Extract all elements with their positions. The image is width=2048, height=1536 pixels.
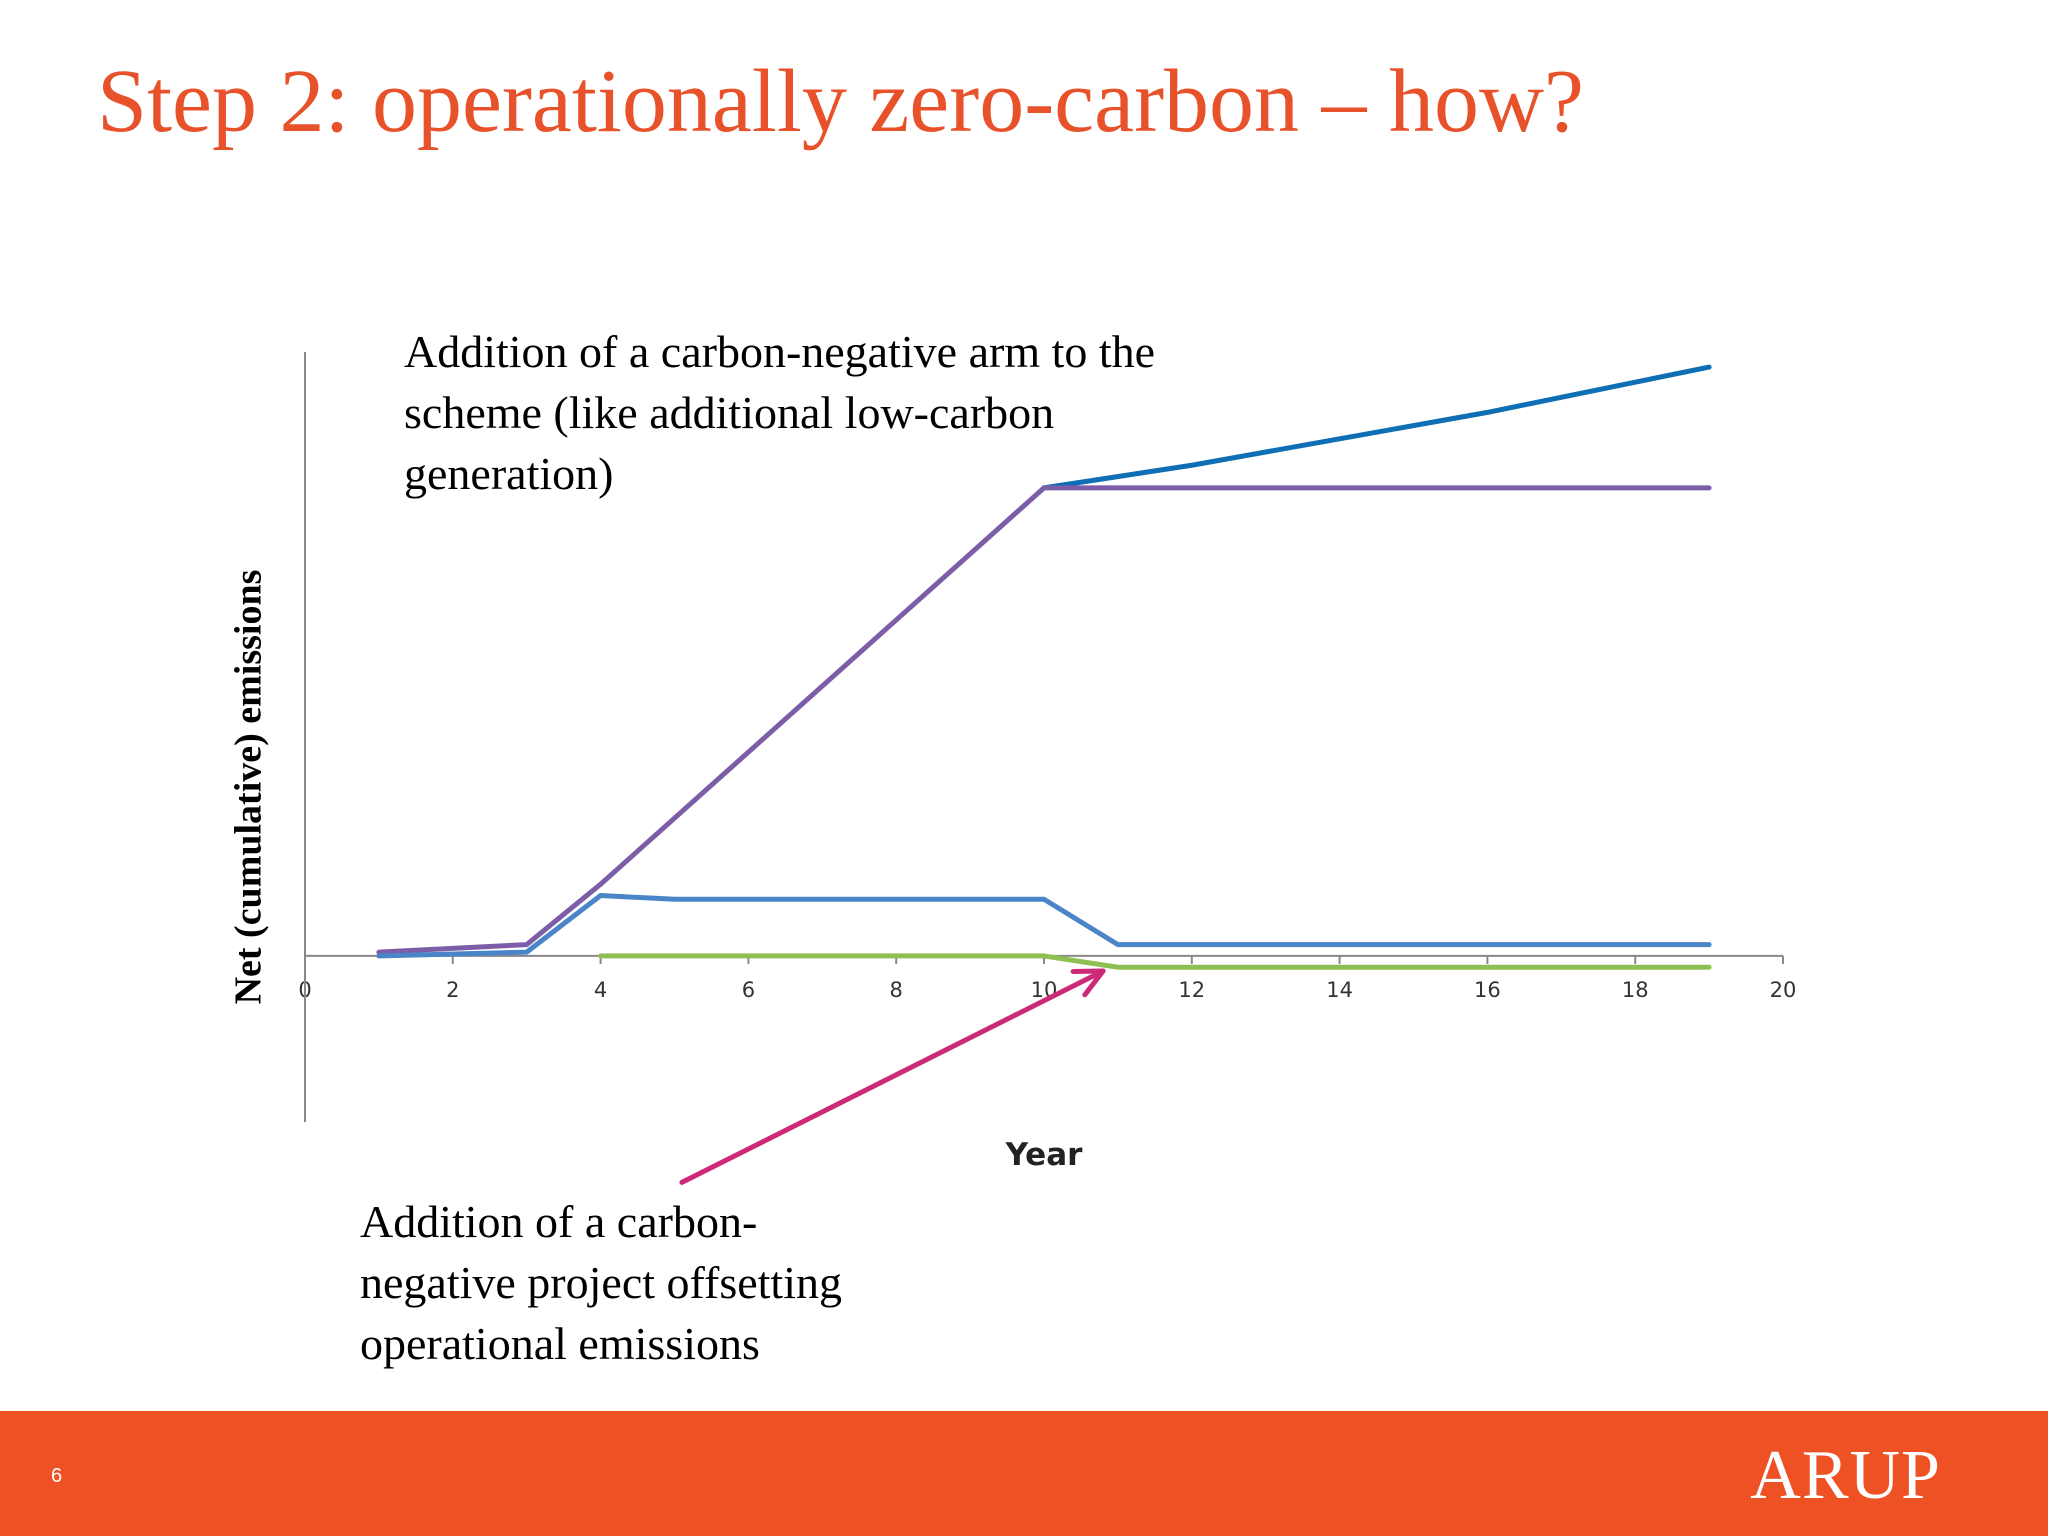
x-tick-label: 14 — [1326, 978, 1353, 1002]
x-tick-label: 8 — [890, 978, 903, 1002]
arrow-shaft — [679, 968, 1106, 1185]
annotation-carbon-negative-project: Addition of a carbon- negative project o… — [360, 1191, 960, 1374]
x-tick-label: 12 — [1178, 978, 1205, 1002]
page-number: 6 — [51, 1465, 63, 1487]
x-axis-title: Year — [1005, 1137, 1084, 1173]
x-axis: 02468101214161820 — [298, 954, 1797, 1002]
pointer-arrow — [679, 968, 1106, 1185]
annotation-line: Addition of a carbon-negative arm to the — [404, 326, 1156, 377]
series-line-4 — [598, 953, 1712, 970]
series-line-3 — [376, 893, 1712, 959]
x-tick-label: 20 — [1770, 978, 1797, 1002]
x-tick-label: 2 — [446, 978, 459, 1002]
annotation-line: operational emissions — [360, 1318, 760, 1369]
annotation-carbon-negative-arm: Addition of a carbon-negative arm to the… — [404, 321, 1304, 504]
footer-band — [0, 1411, 2048, 1536]
x-tick-label: 18 — [1622, 978, 1649, 1002]
x-tick-label: 6 — [742, 978, 755, 1002]
annotation-line: Addition of a carbon- — [360, 1196, 758, 1247]
series-layer — [376, 364, 1712, 970]
y-axis-title: Net (cumulative) emissions — [228, 570, 270, 1005]
slide-title: Step 2: operationally zero-carbon – how? — [97, 52, 1584, 151]
arup-logo: ARUP — [1750, 1437, 1941, 1514]
series-line-2 — [376, 485, 1712, 955]
annotation-line: generation) — [404, 448, 614, 499]
x-tick-label: 16 — [1474, 978, 1501, 1002]
arrow-head — [1070, 968, 1106, 998]
annotation-line: negative project offsetting — [360, 1257, 842, 1308]
x-tick-label: 4 — [594, 978, 607, 1002]
x-tick-labels: 02468101214161820 — [298, 955, 1797, 1002]
series-line-1 — [1041, 364, 1712, 491]
emissions-chart: 02468101214161820 Year Net (cumulative) … — [228, 352, 1797, 1185]
annotation-line: scheme (like additional low-carbon — [404, 387, 1055, 438]
